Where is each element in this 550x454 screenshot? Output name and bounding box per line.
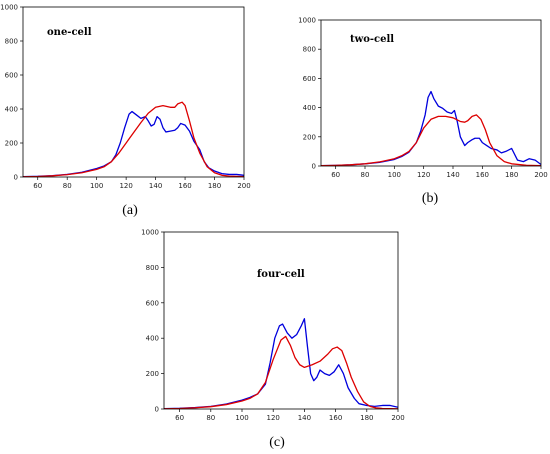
panel-title: one-cell (47, 27, 92, 38)
x-tick-label: 200 (237, 182, 250, 190)
x-tick-label: 100 (90, 182, 103, 190)
y-tick-label: 200 (303, 133, 316, 141)
chart-panel-3: 60 80 100 120 140 160 180 200 0 200 400 600 800 1000 f… (141, 229, 405, 451)
x-tick-label: 160 (329, 414, 342, 422)
panel-caption: (a) (122, 203, 138, 218)
panel-caption: (c) (269, 435, 285, 450)
series-line-red (164, 335, 398, 409)
chart-panel-1: 60 80 100 120 140 160 180 200 0 200 400 600 800 1000 o… (0, 4, 251, 219)
y-tick-label: 600 (146, 299, 159, 307)
x-tick-label: 100 (235, 414, 248, 422)
x-tick-label: 100 (388, 171, 401, 179)
y-tick-label: 800 (5, 38, 18, 46)
x-tick-label: 60 (331, 171, 340, 179)
x-tick-label: 80 (63, 182, 72, 190)
y-tick-label: 200 (5, 140, 18, 148)
y-tick-label: 200 (146, 370, 159, 378)
x-tick-label: 160 (178, 182, 191, 190)
y-tick-label: 600 (5, 72, 18, 80)
x-tick-label: 60 (33, 182, 42, 190)
x-tick-label: 140 (446, 171, 459, 179)
y-tick-label: 800 (303, 46, 316, 54)
y-tick-label: 0 (312, 163, 316, 171)
x-tick-label: 200 (391, 414, 404, 422)
y-tick-label: 1000 (298, 17, 316, 25)
plot-frame (22, 6, 245, 178)
x-tick-label: 200 (534, 171, 547, 179)
y-tick-label: 0 (155, 406, 159, 414)
y-tick-label: 800 (146, 264, 159, 272)
panel-title: four-cell (257, 269, 305, 280)
x-tick-label: 180 (360, 414, 373, 422)
y-tick-label: 400 (303, 104, 316, 112)
x-tick-label: 180 (208, 182, 221, 190)
x-tick-label: 180 (505, 171, 518, 179)
y-tick-label: 0 (14, 174, 18, 182)
y-tick-label: 1000 (0, 4, 18, 12)
x-tick-label: 160 (476, 171, 489, 179)
chart-panel-2: 60 80 100 120 140 160 180 200 0 200 400 600 800 1000 t… (298, 17, 548, 207)
x-tick-label: 80 (206, 414, 215, 422)
x-tick-label: 80 (361, 171, 370, 179)
panel-title: two-cell (350, 34, 394, 45)
series-line-blue (321, 90, 541, 166)
series-line-blue (164, 318, 398, 409)
panel-caption: (b) (422, 191, 439, 206)
x-tick-label: 140 (298, 414, 311, 422)
series-line-red (321, 114, 541, 166)
series-line-blue (23, 110, 244, 177)
x-tick-label: 60 (175, 414, 184, 422)
plot-frame (163, 231, 399, 410)
x-tick-label: 120 (417, 171, 430, 179)
y-tick-label: 1000 (141, 229, 159, 237)
y-tick-label: 400 (5, 106, 18, 114)
x-tick-label: 120 (119, 182, 132, 190)
y-tick-label: 400 (146, 335, 159, 343)
x-tick-label: 120 (267, 414, 280, 422)
x-tick-label: 140 (149, 182, 162, 190)
series-line-red (23, 101, 244, 177)
plot-frame (320, 19, 542, 167)
y-tick-label: 600 (303, 75, 316, 83)
